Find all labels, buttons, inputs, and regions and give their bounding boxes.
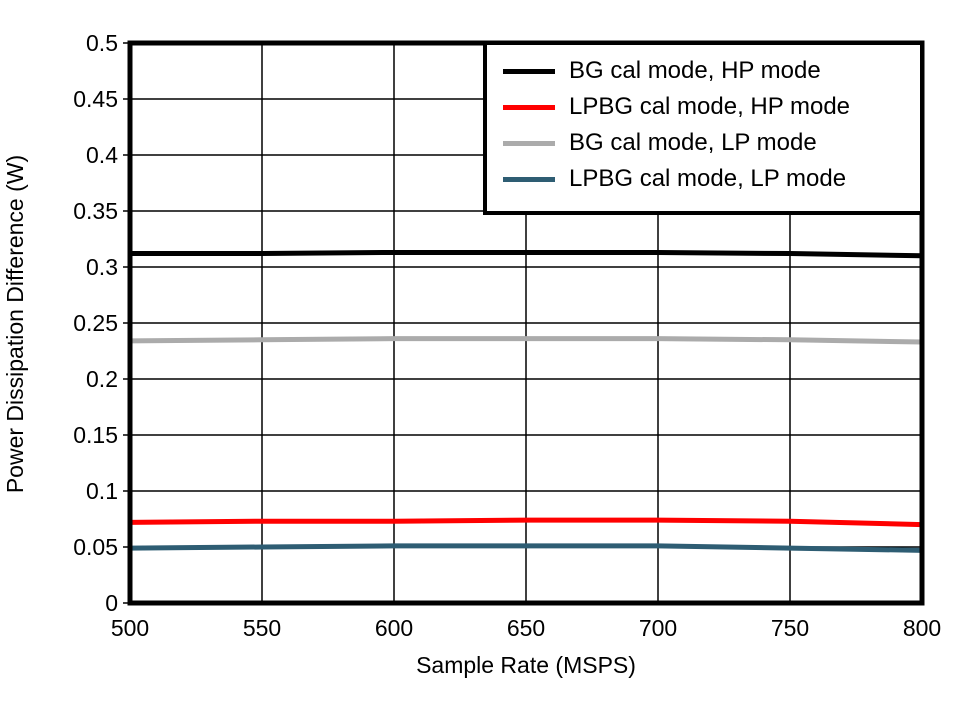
y-tick-label: 0.25 [73, 310, 118, 336]
legend-label: LPBG cal mode, LP mode [569, 165, 847, 192]
legend-entry: BG cal mode, HP mode [487, 53, 920, 89]
x-tick-label: 700 [638, 615, 678, 641]
y-tick-label: 0 [105, 590, 118, 616]
data-line [130, 249, 923, 259]
legend-label: BG cal mode, LP mode [569, 129, 817, 156]
y-tick-label: 0.3 [86, 254, 118, 280]
y-tick-label: 0.1 [86, 478, 118, 504]
legend-label: BG cal mode, HP mode [569, 57, 821, 84]
legend: BG cal mode, HP mode LPBG cal mode, HP mo… [483, 41, 924, 215]
legend-entry: LPBG cal mode, LP mode [487, 161, 920, 197]
y-tick-label: 0.5 [86, 30, 118, 56]
y-axis-title: Power Dissipation Difference (W) [2, 154, 28, 494]
y-tick-label: 0.45 [73, 86, 118, 112]
legend-entry: LPBG cal mode, HP mode [487, 89, 920, 125]
legend-entry: BG cal mode, LP mode [487, 125, 920, 161]
legend-line-swatch [503, 140, 555, 146]
x-tick-label: 800 [902, 615, 942, 641]
x-tick-label: 650 [506, 615, 546, 641]
y-tick-label: 0.2 [86, 366, 118, 392]
legend-label: LPBG cal mode, HP mode [569, 93, 851, 120]
y-tick-label: 0.15 [73, 422, 118, 448]
x-tick-label: 600 [374, 615, 414, 641]
y-tick-label: 0.35 [73, 198, 118, 224]
y-tick-label: 0.05 [73, 534, 118, 560]
legend-line-swatch [503, 68, 555, 74]
x-tick-label: 500 [110, 615, 150, 641]
x-tick-label: 550 [242, 615, 282, 641]
data-line [129, 543, 923, 553]
y-tick-label: 0.4 [86, 142, 118, 168]
data-line [129, 517, 923, 528]
data-line [129, 336, 923, 345]
x-tick-label: 750 [770, 615, 810, 641]
legend-line-swatch [503, 176, 555, 182]
legend-line-swatch [503, 104, 555, 110]
x-axis-title: Sample Rate (MSPS) [416, 652, 636, 678]
